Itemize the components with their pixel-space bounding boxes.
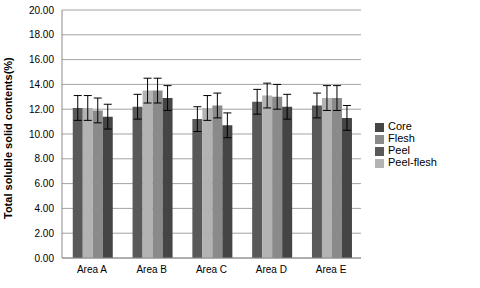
html-text:Peel-flesh: Peel-flesh [388, 156, 437, 168]
svg-text:Total soluble solid contents(%: Total soluble solid contents(%) [2, 57, 14, 219]
html-text:Peel: Peel [388, 144, 410, 156]
svg-text:12.00: 12.00 [29, 104, 54, 115]
svg-text:16.00: 16.00 [29, 54, 54, 65]
svg-text:8.00: 8.00 [35, 153, 55, 164]
svg-text:14.00: 14.00 [29, 79, 54, 90]
svg-text:20.00: 20.00 [29, 5, 54, 16]
svg-text:6.00: 6.00 [35, 178, 55, 189]
svg-text:18.00: 18.00 [29, 29, 54, 40]
html-text:Flesh: Flesh [388, 132, 415, 144]
svg-text:2.00: 2.00 [35, 228, 55, 239]
svg-text:10.00: 10.00 [29, 129, 54, 140]
svg-text:4.00: 4.00 [35, 203, 55, 214]
html-text:Core: Core [388, 120, 412, 132]
svg-text:0.00: 0.00 [35, 253, 55, 264]
svg-text:Area D: Area D [256, 264, 287, 275]
svg-text:Area C: Area C [196, 264, 227, 275]
svg-text:Area B: Area B [136, 264, 167, 275]
svg-text:Area E: Area E [316, 264, 347, 275]
svg-text:Area A: Area A [77, 264, 107, 275]
